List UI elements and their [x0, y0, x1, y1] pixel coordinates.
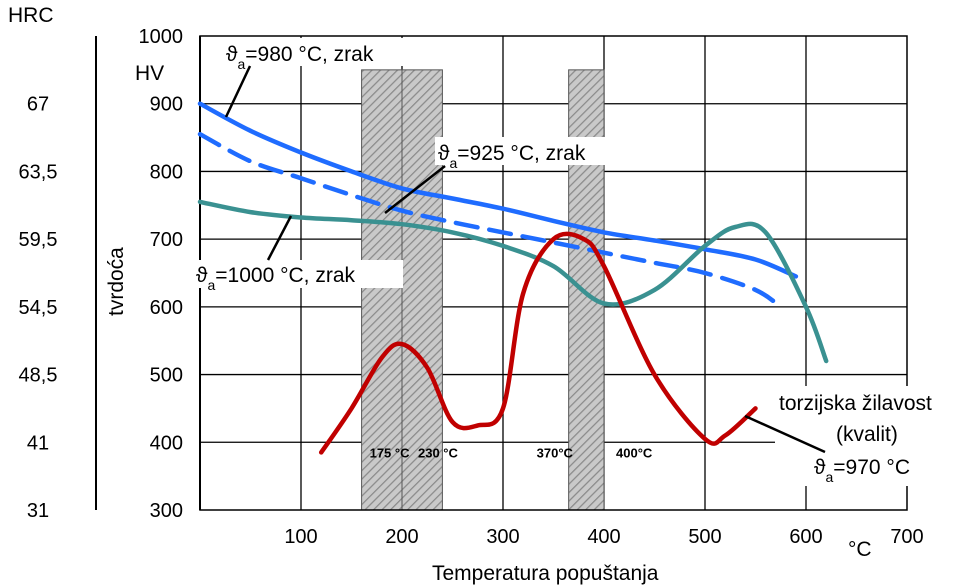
label-970: torzijska žilavost (kvalit) ϑa=970 °C: [744, 386, 969, 486]
hv-tick-label: 900: [150, 94, 183, 116]
y-axis-label: tvrdoća: [105, 247, 128, 316]
series-line-0: [197, 101, 799, 279]
svg-text:ϑa=925 °C, zrak: ϑa=925 °C, zrak: [438, 142, 586, 171]
temperature-band: [401, 69, 443, 511]
svg-text:(kvalit): (kvalit): [836, 423, 898, 446]
series-line-1: [197, 131, 784, 310]
svg-text:torzijska žilavost: torzijska žilavost: [779, 392, 932, 415]
x-tick-label: 400: [587, 526, 620, 548]
hrc-tick-label: 41: [27, 432, 49, 454]
hv-tick-label: 400: [150, 432, 183, 454]
hv-tick-label: 1000: [139, 26, 184, 48]
band-label: 230 °C: [418, 445, 459, 460]
band-label: 370°C: [537, 445, 574, 460]
hv-tick-label: 700: [150, 229, 183, 251]
svg-text:ϑa=980 °C, zrak: ϑa=980 °C, zrak: [226, 43, 374, 72]
x-tick-label: 100: [284, 526, 317, 548]
x-axis-label: Temperatura popuštanja: [432, 562, 659, 585]
hrc-tick-label: 63,5: [19, 161, 58, 183]
tick-labels: 100 200 300 400 500 600 700 1000 900 800 700 600 500…: [19, 26, 924, 548]
hv-tick-label: 800: [150, 161, 183, 183]
series-lines: [197, 101, 829, 455]
series-line-3: [318, 231, 758, 455]
x-tick-label: 700: [890, 526, 923, 548]
hv-tick-label: 600: [150, 297, 183, 319]
x-unit-label: °C: [848, 538, 872, 561]
band-label: 175 °C: [370, 445, 411, 460]
temperature-band: [361, 69, 403, 511]
svg-text:ϑa=1000 °C, zrak: ϑa=1000 °C, zrak: [196, 264, 356, 293]
hrc-tick-label: 54,5: [19, 297, 58, 319]
hrc-tick-label: 59,5: [19, 229, 58, 251]
temperature-bands: 175 °C 230 °C 370°C 400°C: [361, 69, 653, 511]
hv-tick-label: 300: [150, 500, 183, 522]
label-925: ϑa=925 °C, zrak: [384, 137, 623, 214]
hrc-tick-label: 48,5: [19, 365, 58, 387]
label-980: ϑa=980 °C, zrak: [222, 38, 417, 118]
x-tick-label: 500: [688, 526, 721, 548]
svg-text:ϑa=970 °C: ϑa=970 °C: [814, 456, 910, 485]
hrc-tick-label: 67: [27, 94, 49, 116]
x-tick-label: 200: [385, 526, 418, 548]
hv-tick-label: 500: [150, 365, 183, 387]
x-tick-label: 300: [486, 526, 519, 548]
x-tick-label: 600: [789, 526, 822, 548]
series-line-2: [197, 199, 829, 364]
temperature-band: [568, 69, 605, 511]
hv-unit-label: HV: [135, 62, 164, 85]
band-label: 400°C: [616, 445, 653, 460]
hrc-tick-label: 31: [27, 500, 49, 522]
hrc-unit-label: HRC: [8, 4, 54, 27]
label-1000: ϑa=1000 °C, zrak: [193, 215, 403, 293]
